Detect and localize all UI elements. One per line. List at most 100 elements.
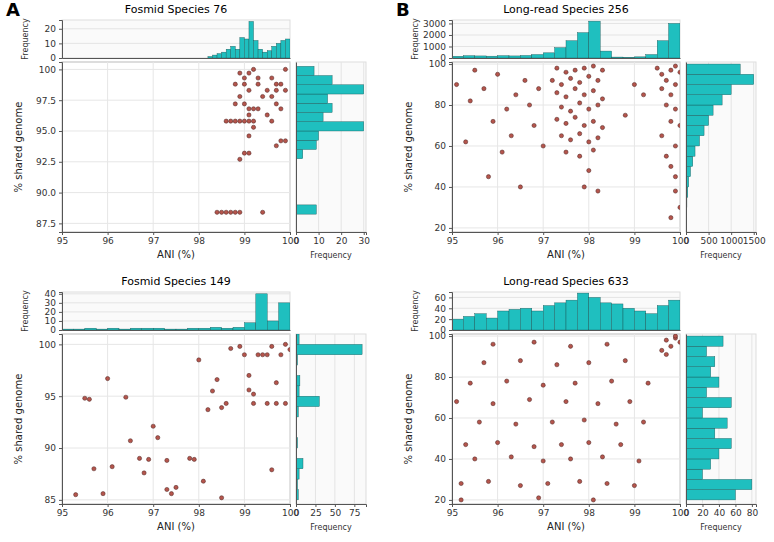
- point: [74, 493, 78, 497]
- point: [505, 107, 509, 111]
- point: [106, 376, 110, 380]
- histogram-bar: [589, 297, 600, 330]
- y-axis-tick-label: 97.5: [36, 96, 56, 106]
- y-axis: 20406080100: [429, 331, 453, 505]
- right-hist-x-axis-tick: 50: [330, 504, 342, 518]
- axis-title: Frequency: [21, 290, 30, 332]
- point: [578, 479, 582, 483]
- grid-line: [452, 145, 680, 146]
- histogram-bar: [686, 357, 715, 367]
- histogram-bar: [623, 308, 634, 330]
- point: [92, 467, 96, 471]
- point: [527, 397, 531, 401]
- point: [596, 136, 600, 140]
- histogram-bar: [296, 76, 332, 85]
- histogram-bar: [509, 309, 520, 330]
- point: [210, 389, 214, 393]
- point: [83, 396, 87, 400]
- x-axis-tick-label: 100: [282, 508, 299, 518]
- histogram-bar: [142, 328, 153, 330]
- top-hist-y-axis-tick: 0: [50, 325, 62, 335]
- right-hist-x-axis-tick-label: 40: [714, 508, 726, 518]
- top-hist-y-axis-tick-mark: [449, 297, 452, 298]
- point: [664, 338, 668, 342]
- point: [459, 481, 463, 485]
- grid-line: [452, 336, 680, 337]
- x-axis-tick: 99: [239, 232, 251, 246]
- histogram-bar: [108, 328, 119, 330]
- x-axis-tick-mark: [680, 232, 681, 235]
- histogram-bar: [272, 46, 277, 58]
- right-hist-x-axis-tick-mark: [364, 232, 365, 235]
- x-axis-tick: 98: [194, 504, 206, 518]
- x-axis-line: [453, 505, 681, 508]
- histogram-bar: [199, 58, 204, 59]
- grid-line: [588, 334, 589, 504]
- point: [555, 91, 559, 95]
- point: [165, 487, 169, 491]
- histogram-bar: [226, 49, 231, 58]
- point: [477, 420, 481, 424]
- histogram-bar: [281, 40, 286, 58]
- histogram-bar: [231, 46, 236, 58]
- point: [518, 185, 522, 189]
- y-axis-tick-label: 100: [429, 331, 446, 341]
- right-hist-x-axis-tick-label: 0: [684, 508, 690, 518]
- point: [454, 399, 458, 403]
- point: [559, 443, 563, 447]
- point: [224, 210, 228, 214]
- x-axis-tick-label: 97: [538, 508, 549, 518]
- top-hist-frame: [62, 20, 290, 58]
- y-axis-tick: 20: [435, 223, 452, 233]
- right-hist-y-axis: [296, 63, 297, 233]
- point: [229, 346, 233, 350]
- grid-line: [452, 377, 680, 378]
- top-hist-y-axis-tick-mark: [449, 330, 452, 331]
- right-hist-x-axis-tick-mark: [731, 232, 732, 235]
- point: [660, 87, 664, 91]
- grid-line: [62, 499, 290, 500]
- point: [605, 481, 609, 485]
- point: [279, 107, 283, 111]
- y-axis-tick: 90: [45, 443, 62, 453]
- panel-letter: B: [396, 0, 410, 20]
- y-axis-tick-label: 87.5: [36, 219, 56, 229]
- histogram-bar: [686, 64, 740, 74]
- x-axis-tick: 96: [492, 232, 504, 246]
- histogram-bar: [267, 321, 278, 330]
- point: [215, 210, 219, 214]
- grid-line: [543, 334, 544, 504]
- point: [242, 102, 246, 106]
- point: [224, 119, 228, 123]
- points: [215, 67, 288, 214]
- point: [600, 68, 604, 72]
- x-axis-tick-label: 99: [239, 508, 251, 518]
- point: [518, 359, 522, 363]
- chart-title: Fosmid Species 76: [125, 3, 227, 16]
- point: [261, 94, 265, 98]
- grid-line: [452, 499, 680, 500]
- grid-line: [634, 334, 635, 504]
- chart-title: Long-read Species 633: [503, 275, 629, 288]
- top-hist-y-axis-tick-mark: [59, 312, 62, 313]
- point: [555, 363, 559, 367]
- point: [537, 496, 541, 500]
- point: [279, 353, 283, 357]
- point: [591, 64, 595, 68]
- right-hist-x-axis-tick-label: 20: [697, 508, 709, 518]
- axis-title: Frequency: [411, 290, 420, 332]
- y-axis-tick-mark: [59, 69, 62, 70]
- point: [587, 440, 591, 444]
- right-hist-x-axis-tick: 0: [294, 504, 300, 518]
- point: [573, 68, 577, 72]
- point: [283, 67, 287, 71]
- right-hist-y-axis-line: [296, 335, 297, 505]
- point: [265, 401, 269, 405]
- x-axis-tick-mark: [290, 232, 291, 235]
- point: [147, 457, 151, 461]
- chart-title: Long-read Species 256: [503, 3, 629, 16]
- point: [468, 99, 472, 103]
- top-hist-y-axis-tick-label: 10: [45, 39, 57, 49]
- grid-line: [315, 334, 316, 504]
- point: [591, 498, 595, 502]
